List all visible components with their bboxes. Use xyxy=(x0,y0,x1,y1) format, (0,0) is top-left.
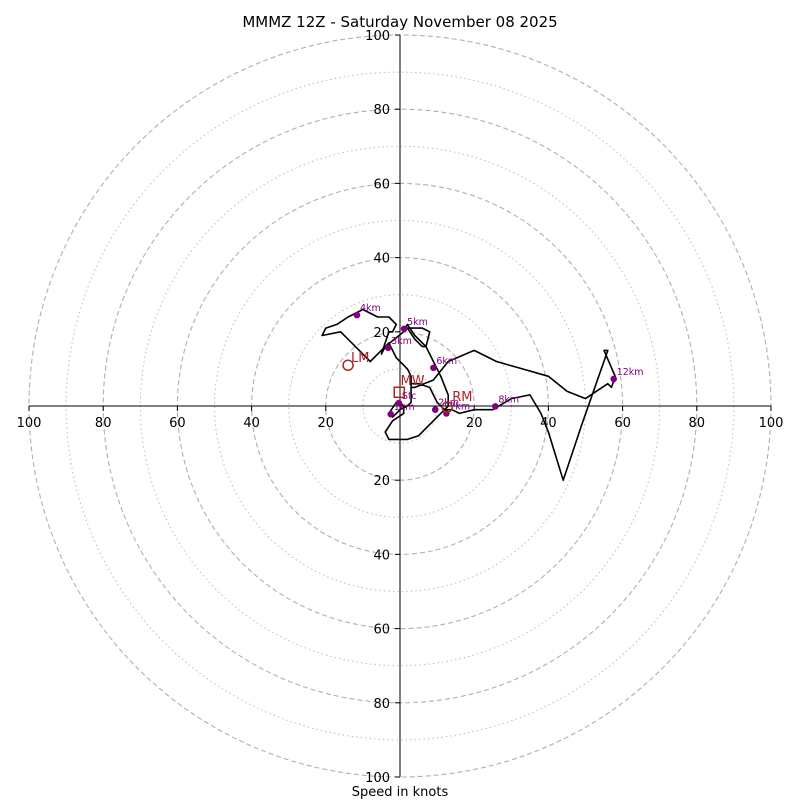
y-tick-label-top: 80 xyxy=(373,103,390,118)
left-mover-marker xyxy=(342,359,354,371)
height-point-8km xyxy=(492,403,499,410)
storm-motion-markers: LM MW RM xyxy=(342,351,472,413)
x-tick-label-left: 100 xyxy=(17,416,42,431)
x-axis-label: Speed in knots xyxy=(352,785,449,800)
x-tick-label-right: 100 xyxy=(759,416,784,431)
height-label-Sfc: Sfc xyxy=(402,391,417,402)
x-tick-label-right: 80 xyxy=(689,416,706,431)
height-label-7km: 7km xyxy=(449,401,470,412)
height-label-3km: 3km xyxy=(391,336,412,347)
mean-wind-marker xyxy=(393,386,406,399)
x-tick-label-right: 60 xyxy=(614,416,631,431)
height-label-8km: 8km xyxy=(498,394,519,405)
x-tick-label-left: 40 xyxy=(243,416,260,431)
x-tick-label-left: 60 xyxy=(169,416,186,431)
chart-title: MMMZ 12Z - Saturday November 08 2025 xyxy=(242,13,557,31)
height-point-5km xyxy=(400,325,408,333)
wind-trace xyxy=(321,308,617,482)
height-point-12km xyxy=(610,375,617,383)
x-tick-label-left: 80 xyxy=(95,416,112,431)
height-point-1km xyxy=(387,410,395,418)
y-tick-label-bottom: 60 xyxy=(373,623,390,638)
x-tick-label-right: 20 xyxy=(466,416,483,431)
height-label-6km: 6km xyxy=(436,356,457,367)
y-tick-label-top: 100 xyxy=(365,29,390,44)
left-mover-label: LM xyxy=(351,351,369,366)
y-tick-label-top: 60 xyxy=(373,177,390,192)
y-tick-label-top: 20 xyxy=(373,326,390,341)
right-mover-label: RM xyxy=(452,390,472,405)
height-point-2km xyxy=(431,406,439,414)
y-tick-label-top: 40 xyxy=(373,252,390,267)
height-point-Sfc xyxy=(395,399,403,407)
height-point-3km xyxy=(384,344,392,352)
y-tick-label-bottom: 40 xyxy=(373,548,390,563)
wind-trace-line xyxy=(321,308,617,482)
mean-wind-label: MW xyxy=(401,374,425,389)
height-label-12km: 12km xyxy=(617,367,644,378)
y-tick-label-bottom: 20 xyxy=(373,474,390,489)
height-point-6km xyxy=(430,364,437,372)
height-label-4km: 4km xyxy=(360,303,381,314)
y-tick-label-bottom: 80 xyxy=(373,697,390,712)
height-label-5km: 5km xyxy=(407,317,428,328)
x-tick-label-left: 20 xyxy=(318,416,335,431)
y-tick-label-bottom: 100 xyxy=(365,771,390,786)
height-label-2km: 2km xyxy=(438,398,459,409)
height-point-4km xyxy=(353,311,361,319)
height-label-1km: 1km xyxy=(394,402,415,413)
right-mover-marker xyxy=(441,401,453,413)
